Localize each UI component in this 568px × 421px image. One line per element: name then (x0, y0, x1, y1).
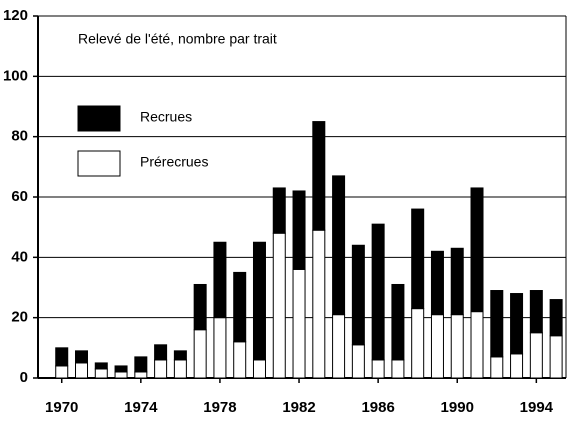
bar-segment (332, 314, 346, 379)
bar-segment (154, 359, 168, 379)
bar-segment (371, 359, 385, 379)
x-tick-label: 1970 (45, 399, 78, 416)
y-tick-label: 60 (11, 188, 28, 205)
bar-segment (371, 223, 385, 361)
bar-segment (55, 347, 69, 367)
x-tick-label: 1978 (203, 399, 236, 416)
bar-segment (470, 187, 484, 313)
bar-segment (529, 332, 543, 379)
bar-segment (252, 359, 266, 379)
bar-segment (75, 350, 89, 364)
bar-segment (490, 356, 504, 379)
bar-segment (272, 232, 286, 379)
bar-segment (510, 293, 524, 355)
bar-segment (430, 314, 444, 379)
bar-segment (55, 365, 69, 379)
bar-segment (173, 350, 187, 361)
bar-segment (233, 271, 247, 343)
bar-segment (154, 344, 168, 361)
bar-segment (213, 241, 227, 319)
bar-segment (252, 241, 266, 361)
y-tick-label: 20 (11, 309, 28, 326)
bar-segment (411, 208, 425, 310)
bar-segment (193, 329, 207, 379)
y-tick-label: 40 (11, 248, 28, 265)
y-tick-label: 100 (3, 67, 28, 84)
bar-segment (490, 290, 504, 358)
bar-segment (470, 311, 484, 379)
bar-segment (391, 283, 405, 361)
x-tick-label: 1986 (361, 399, 394, 416)
bar-segment (332, 175, 346, 316)
bar-segment (292, 268, 306, 379)
legend-label: Recrues (140, 109, 192, 125)
x-tick-label: 1994 (520, 399, 554, 416)
bar-segment (134, 371, 148, 379)
y-tick-label: 80 (11, 128, 28, 145)
x-tick-label: 1974 (124, 399, 158, 416)
bar-segment (312, 121, 326, 231)
x-tick-label: 1990 (441, 399, 474, 416)
bar-segment (391, 359, 405, 379)
bar-segment (75, 362, 89, 379)
bar-segment (114, 371, 128, 379)
bar-segment (312, 229, 326, 379)
bar-segment (411, 308, 425, 379)
legend-swatch (77, 105, 121, 132)
bar-segment (94, 362, 108, 370)
bar-segment (213, 317, 227, 379)
bar-segment (134, 356, 148, 373)
bar-segment (193, 283, 207, 331)
bar-segment (510, 353, 524, 379)
bar-segment (549, 299, 563, 337)
bar-segment (529, 290, 543, 334)
bar-segment (430, 250, 444, 316)
bar-segment (292, 190, 306, 270)
bar-segment (549, 335, 563, 379)
y-tick-label: 0 (20, 369, 28, 386)
bar-segment (233, 341, 247, 379)
bar-segment (351, 344, 365, 379)
y-tick-label: 120 (3, 7, 28, 24)
x-tick-label: 1982 (282, 399, 315, 416)
legend-swatch (77, 150, 121, 177)
bar-segment (114, 365, 128, 373)
bar-segment (351, 244, 365, 346)
legend-label: Prérecrues (140, 154, 208, 170)
bar-segment (450, 247, 464, 316)
bar-segment (450, 314, 464, 379)
chart-title: Relevé de l'été, nombre par trait (78, 31, 277, 47)
bar-segment (94, 368, 108, 379)
bar-segment (272, 187, 286, 234)
bar-segment (173, 359, 187, 379)
